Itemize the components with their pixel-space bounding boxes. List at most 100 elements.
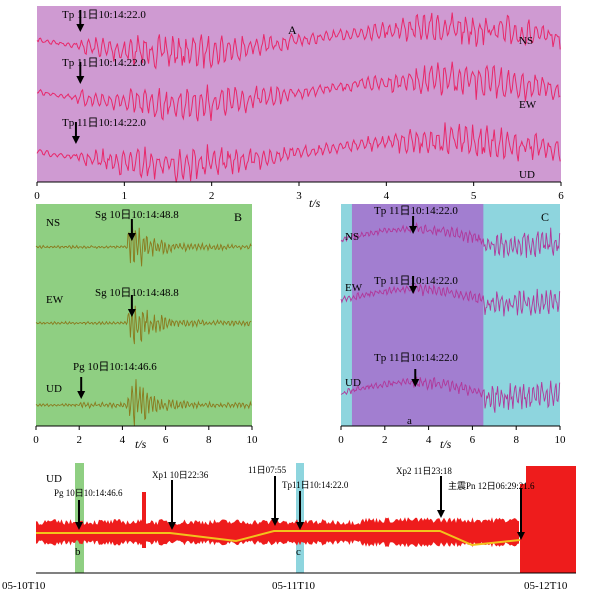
panel-c-traces [340, 221, 561, 413]
panel-b-tick-label-4: 8 [206, 434, 212, 446]
panel-d-x-mid-label: 05-11T10 [272, 580, 315, 592]
panel-b-tick-label-1: 2 [76, 434, 82, 446]
panel-c-tick-label-5: 10 [555, 434, 567, 446]
panel-c-arrows [409, 216, 420, 387]
panel-a-arrows [71, 10, 85, 144]
panel-b-arrows [77, 219, 136, 399]
panel-c-x-axis-label: t/s [440, 437, 452, 451]
panel-a-traces [36, 12, 561, 183]
panel-b-traces [35, 224, 252, 427]
panel-b-arrow-ew [127, 309, 136, 317]
panel-d-marker-0755-label: 11日07:55 [248, 465, 287, 475]
panel-a-trace-ud [36, 122, 561, 183]
panel-c-ew-pick-label: Tp 11日10:14:22.0 [374, 275, 458, 287]
panel-b-tick-label-3: 6 [163, 434, 169, 446]
panel-d-noise-band [36, 517, 519, 548]
panel-a-x-axis-label: t/s [309, 196, 321, 210]
panel-d-marker-tp-label: Tp11日10:14:22.0 [282, 480, 349, 490]
panel-b: NS EW UD Sg 10日10:14:48.8 Sg 10日10:14:48… [33, 204, 258, 451]
panel-c-ns-pick-label: Tp 11日10:14:22.0 [374, 205, 458, 217]
panel-a-ns-channel-label: NS [519, 35, 533, 47]
panel-d-envelope [36, 530, 521, 547]
panel-c-highlight [351, 204, 484, 426]
panel-d-band-c-label: c [296, 546, 301, 558]
panel-d-x-start-label: 05-10T10 [2, 580, 46, 592]
panel-d-arrow-2 [271, 518, 279, 526]
panel-d-marker-xp1-label: Xp1 10日22:36 [152, 470, 209, 480]
panel-a-trace-ew [36, 61, 561, 122]
panel-b-trace-ew [35, 302, 252, 345]
panel-d-marker-mainshock-label: 主震Pn 12日06:29:21.6 [448, 480, 535, 491]
panel-b-tick-label-0: 0 [33, 434, 39, 446]
panel-d-spike [142, 492, 146, 548]
panel-a-letter: A [288, 23, 297, 37]
panel-a-ticks: 0 1 2 3 4 5 6 [34, 182, 564, 202]
panel-c-arrow-ns [409, 226, 418, 234]
panel-b-letter: B [234, 210, 242, 224]
panel-a-trace-ns [36, 12, 561, 70]
panel-a-ew-pick-label: Tp 11日10:14:22.0 [62, 57, 146, 69]
panel-b-ew-channel-label: EW [46, 294, 64, 306]
panel-c-tick-label-1: 2 [382, 434, 388, 446]
panel-a: Tp 11日10:14:22.0 Tp 11日10:14:22.0 Tp 11日… [34, 6, 564, 210]
panel-b-background [36, 204, 252, 426]
panel-d-arrows [75, 476, 525, 540]
panel-a-tick-label-4: 4 [384, 190, 390, 202]
panel-a-ud-channel-label: UD [519, 169, 535, 181]
panel-c-ew-channel-label: EW [345, 282, 363, 294]
panel-c-ticks: 0 2 4 6 8 10 [338, 426, 566, 446]
panel-c-tick-label-2: 4 [426, 434, 432, 446]
panel-d: UD Pg 10日10:14:46.6 Xp1 10日22:36 11日07:5… [2, 463, 576, 592]
panel-c-trace-ew [340, 283, 561, 317]
panel-c-ud-channel-label: UD [345, 377, 361, 389]
panel-b-trace-ud [35, 379, 252, 427]
panel-c-letter: C [541, 210, 549, 224]
panel-d-band-b-label: b [75, 546, 81, 558]
panel-a-ud-pick-label: Tp 11日10:14:22.0 [62, 117, 146, 129]
panel-c-trace-ns [340, 221, 561, 258]
panel-b-ns-channel-label: NS [46, 217, 60, 229]
panel-b-ew-pick-label: Sg 10日10:14:48.8 [95, 287, 179, 299]
panel-a-ns-pick-label: Tp 11日10:14:22.0 [62, 9, 146, 21]
panel-b-x-axis-label: t/s [135, 437, 147, 451]
panel-a-ew-channel-label: EW [519, 99, 537, 111]
panel-a-tick-label-0: 0 [34, 190, 40, 202]
panel-a-tick-label-3: 3 [296, 190, 302, 202]
panel-a-arrow-ns [76, 24, 85, 32]
panel-c-arrow-ew [409, 286, 418, 294]
panel-a-tick-label-2: 2 [209, 190, 215, 202]
panel-b-tick-label-5: 10 [247, 434, 259, 446]
panel-b-ud-channel-label: UD [46, 383, 62, 395]
panel-c-ns-channel-label: NS [345, 231, 359, 243]
panel-a-tick-label-6: 6 [558, 190, 564, 202]
panel-b-arrow-ud [77, 391, 86, 399]
panel-b-arrow-ns [127, 233, 136, 241]
panel-d-mainshock-block [520, 466, 576, 573]
panel-c-tick-label-0: 0 [338, 434, 344, 446]
panel-b-ticks: 0 2 4 6 8 10 [33, 426, 258, 446]
panel-b-ud-pick-label: Pg 10日10:14:46.6 [73, 361, 157, 373]
panel-c-ud-pick-label: Tp 11日10:14:22.0 [374, 352, 458, 364]
panel-d-channel-label: UD [46, 473, 62, 485]
panel-c: NS EW UD Tp 11日10:14:22.0 Tp 11日10:14:22… [338, 204, 566, 451]
panel-b-ns-pick-label: Sg 10日10:14:48.8 [95, 209, 179, 221]
panel-d-marker-pg-label: Pg 10日10:14:46.6 [54, 488, 123, 498]
panel-d-arrow-4 [437, 510, 445, 518]
panel-d-marker-xp2-label: Xp2 11日23:18 [396, 466, 452, 476]
panel-a-tick-label-1: 1 [122, 190, 128, 202]
panel-b-trace-ns [35, 224, 252, 267]
panel-c-sub-label: a [407, 415, 412, 427]
panel-c-arrow-ud [411, 379, 420, 387]
panel-c-tick-label-3: 6 [470, 434, 476, 446]
panel-d-arrow-0 [75, 522, 83, 530]
panel-c-trace-ud [340, 376, 561, 413]
panel-a-tick-label-5: 5 [471, 190, 477, 202]
panel-d-arrow-5 [517, 532, 525, 540]
panel-d-arrow-1 [168, 522, 176, 530]
panel-b-tick-label-2: 4 [120, 434, 126, 446]
panel-d-arrow-3 [296, 522, 304, 530]
panel-a-arrow-ud [71, 136, 80, 144]
panel-d-trace [36, 466, 576, 573]
panel-a-arrow-ew [76, 76, 85, 84]
